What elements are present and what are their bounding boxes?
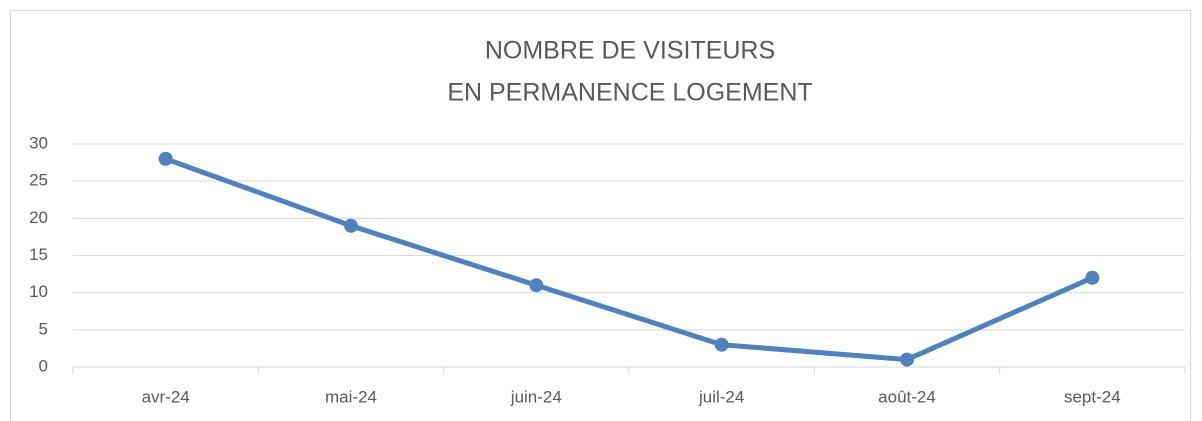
y-tick-label: 15 [29,245,48,264]
y-tick-label: 20 [29,208,48,227]
chart-border [10,10,1191,421]
chart-title: NOMBRE DE VISITEURS [485,37,775,65]
x-tick-label: juin-24 [510,387,562,406]
x-tick-label: mai-24 [325,387,377,406]
data-point [1085,270,1100,285]
y-tick-label: 5 [39,319,48,338]
y-tick-label: 30 [29,133,48,152]
y-tick-label: 25 [29,171,48,190]
data-point [158,151,173,166]
y-tick-label: 10 [29,282,48,301]
data-point [344,218,358,233]
series-line [164,156,1094,363]
x-tick-label: août-24 [878,387,936,406]
x-tick-label: sept-24 [1064,387,1121,406]
chart-title: EN PERMANENCE LOGEMENT [447,79,812,107]
data-point [529,278,544,293]
x-tick-label: avr-24 [142,387,190,406]
data-point [900,352,914,367]
data-point [714,337,729,352]
x-tick-label: juil-24 [698,387,744,406]
y-tick-label: 0 [39,356,48,375]
